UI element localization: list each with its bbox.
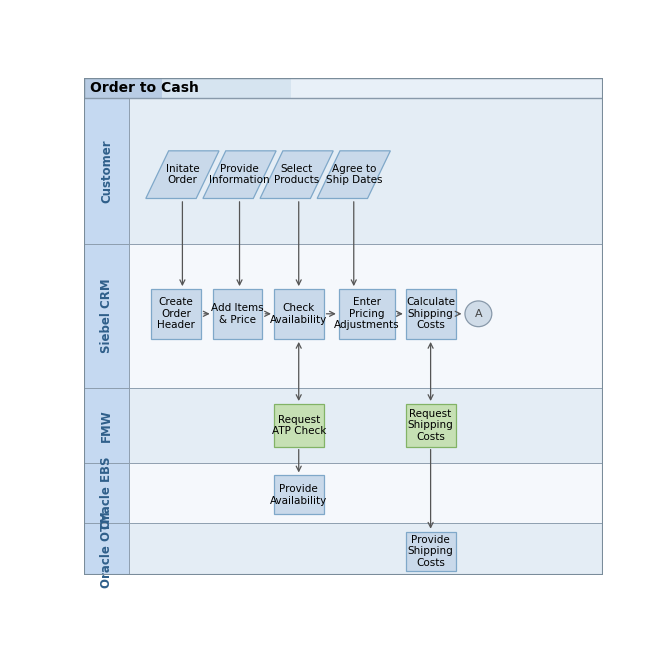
Bar — [151, 289, 201, 339]
Text: Oracle EBS: Oracle EBS — [100, 457, 113, 530]
Text: Check
Availability: Check Availability — [270, 303, 328, 324]
Bar — [84, 388, 129, 463]
Bar — [274, 475, 324, 514]
Bar — [129, 463, 603, 523]
Text: Enter
Pricing
Adjustments: Enter Pricing Adjustments — [334, 297, 399, 330]
Text: Select
Products: Select Products — [274, 164, 320, 185]
Bar — [129, 244, 603, 388]
Bar — [84, 244, 129, 388]
Text: A: A — [474, 309, 482, 319]
Text: Request
ATP Check: Request ATP Check — [271, 415, 326, 436]
Bar — [161, 78, 603, 98]
Bar — [84, 98, 129, 244]
Bar — [339, 289, 395, 339]
Bar — [291, 78, 603, 98]
Polygon shape — [317, 151, 391, 198]
Bar — [212, 289, 263, 339]
Text: Request
Shipping
Costs: Request Shipping Costs — [408, 409, 454, 442]
Bar — [84, 463, 129, 523]
Text: Provide
Availability: Provide Availability — [270, 484, 328, 506]
Bar — [129, 388, 603, 463]
Text: Order to Cash: Order to Cash — [90, 81, 199, 95]
Bar — [274, 404, 324, 447]
Text: Initate
Order: Initate Order — [165, 164, 199, 185]
Text: Provide
Shipping
Costs: Provide Shipping Costs — [408, 534, 454, 568]
Text: Create
Order
Header: Create Order Header — [157, 297, 195, 330]
Bar — [84, 78, 603, 98]
Bar — [406, 404, 456, 447]
Text: Oracle OTM: Oracle OTM — [100, 511, 113, 588]
Text: Customer: Customer — [100, 140, 113, 203]
Polygon shape — [260, 151, 333, 198]
Bar — [406, 532, 456, 570]
Text: FMW: FMW — [100, 409, 113, 442]
Polygon shape — [146, 151, 219, 198]
Circle shape — [465, 301, 492, 327]
Bar — [84, 523, 129, 575]
Bar — [274, 289, 324, 339]
Bar — [84, 78, 603, 98]
Polygon shape — [203, 151, 276, 198]
Bar — [406, 289, 456, 339]
Text: Calculate
Shipping
Costs: Calculate Shipping Costs — [406, 297, 455, 330]
Text: Agree to
Ship Dates: Agree to Ship Dates — [326, 164, 382, 185]
Text: Siebel CRM: Siebel CRM — [100, 278, 113, 353]
Bar — [129, 98, 603, 244]
Text: Provide
Information: Provide Information — [209, 164, 270, 185]
Bar — [129, 523, 603, 575]
Text: Add Items
& Price: Add Items & Price — [211, 303, 264, 324]
